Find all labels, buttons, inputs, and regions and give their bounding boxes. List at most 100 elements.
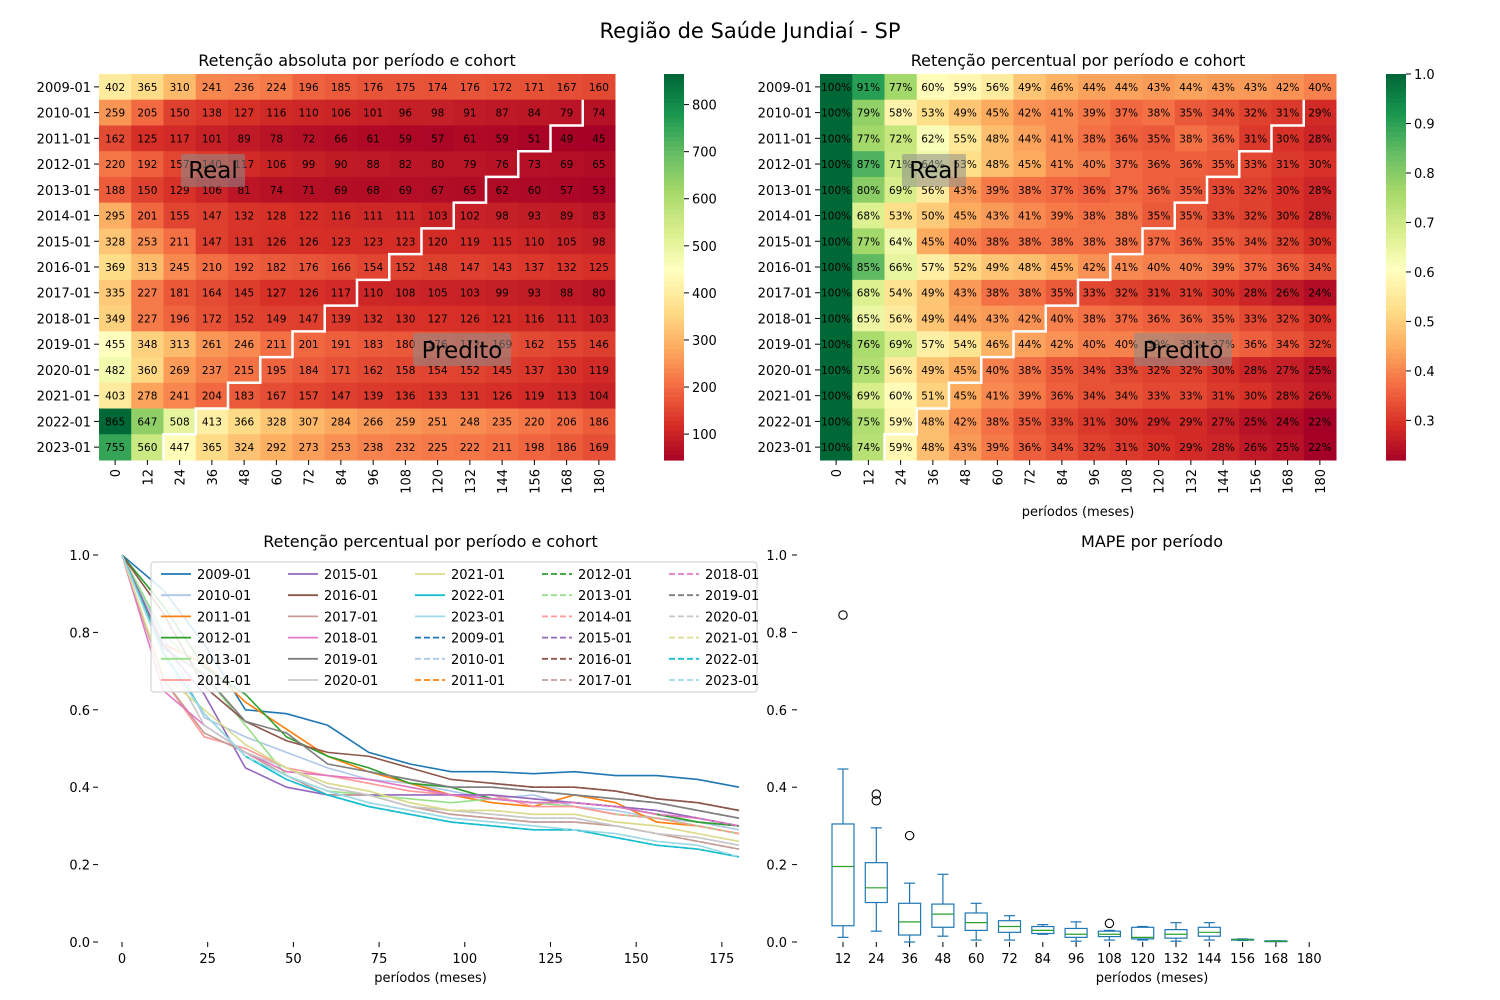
heatmap-absolute-cell	[582, 125, 616, 152]
heatmap-percent-cell	[1110, 434, 1143, 461]
heatmap-absolute-cell	[260, 382, 293, 410]
heatmap-percent-cell	[1110, 305, 1143, 332]
heatmap-absolute-cell	[518, 228, 551, 255]
box-chart-title: MAPE por período	[1081, 532, 1223, 551]
box-outlier	[904, 830, 915, 841]
heatmap-percent-cell-label: 29%	[1179, 416, 1202, 428]
heatmap-percent-colorbar-segment	[1386, 238, 1406, 244]
heatmap-absolute-colorbar-segment	[664, 310, 684, 316]
heatmap-absolute-cell	[228, 74, 261, 101]
heatmap-absolute-cell	[518, 408, 551, 435]
heatmap-absolute-cell	[163, 382, 197, 410]
heatmap-absolute-cell-label: 171	[524, 82, 544, 94]
heatmap-percent-colorbar-segment	[1386, 223, 1406, 229]
heatmap-absolute-cell-label: 102	[460, 211, 480, 223]
heatmap-percent-colorbar-segment	[1386, 242, 1406, 249]
heatmap-absolute-colorbar-segment	[664, 281, 684, 287]
heatmap-percent-cell-label: 62%	[921, 133, 944, 145]
heatmap-percent-cell	[1174, 434, 1208, 461]
heatmap-absolute-cell	[228, 99, 261, 126]
heatmap-percent-cell-label: 44%	[1018, 133, 1041, 145]
heatmap-absolute-cell	[99, 357, 132, 384]
heatmap-absolute-cell	[453, 382, 487, 410]
box-chart-x-tick-label: 60	[968, 952, 985, 967]
heatmap-percent-colorbar-segment	[1386, 180, 1406, 186]
heatmap-percent-colorbar-segment	[1386, 445, 1406, 451]
heatmap-percent-title: Retenção percentual por período e cohort	[911, 51, 1245, 70]
heatmap-percent-cell	[884, 125, 918, 152]
heatmap-percent-colorbar-segment	[1386, 146, 1406, 152]
line-series	[327, 786, 740, 847]
box-chart-x-tick-label: 36	[901, 952, 918, 967]
heatmap-percent-cell-label: 36%	[1179, 159, 1202, 171]
heatmap-percent-cell	[1078, 305, 1111, 332]
heatmap-absolute-cell	[292, 279, 326, 307]
heatmap-absolute-cell-label: 164	[202, 288, 222, 300]
heatmap-absolute-cell	[518, 434, 551, 461]
heatmap-absolute-cell-label: 186	[557, 442, 577, 454]
heatmap-percent-cell-label: 28%	[1244, 288, 1267, 300]
heatmap-absolute-cell-label: 99	[495, 288, 508, 300]
heatmap-absolute-cell-label: 57	[431, 133, 444, 145]
heatmap-percent-cell-label: 30%	[1147, 442, 1170, 454]
heatmap-absolute-cell-label: 188	[105, 185, 125, 197]
heatmap-absolute-colorbar-segment	[664, 131, 684, 138]
heatmap-absolute-cell	[292, 382, 326, 410]
heatmap-absolute-x-tick-label: 120	[432, 469, 447, 494]
heatmap-percent-cell	[1271, 176, 1305, 204]
heatmap-absolute-cell-label: 162	[105, 133, 125, 145]
heatmap-absolute-cell-label: 176	[299, 262, 319, 274]
heatmap-absolute-colorbar-segment	[664, 329, 684, 336]
box-chart-y-tick-label: 0.0	[766, 936, 787, 951]
heatmap-percent-y-tick-label: 2014-01	[758, 210, 812, 225]
heatmap-absolute-cell-label: 348	[137, 339, 157, 351]
heatmap-absolute-colorbar-segment	[664, 295, 684, 302]
heatmap-percent-cell-label: 31%	[1276, 159, 1299, 171]
heatmap-absolute-cell	[486, 228, 519, 255]
heatmap-percent-cell-label: 100%	[821, 82, 851, 94]
heatmap-absolute-cell-label: 101	[202, 133, 222, 145]
heatmap-absolute-colorbar-tick-label: 800	[692, 99, 717, 114]
heatmap-percent-cell-label: 44%	[1082, 82, 1105, 94]
heatmap-absolute-cell-label: 98	[431, 108, 444, 120]
heatmap-percent-colorbar-segment	[1386, 122, 1406, 128]
heatmap-absolute-cell-label: 119	[589, 365, 609, 377]
heatmap-percent-cell-label: 43%	[986, 211, 1009, 223]
heatmap-absolute-cell-label: 123	[331, 236, 351, 248]
heatmap-percent-cell-label: 59%	[953, 82, 976, 94]
line-chart-y-tick-label: 0.0	[69, 936, 90, 951]
heatmap-absolute-cell-label: 241	[170, 391, 190, 403]
heatmap-percent-cell-label: 30%	[1276, 133, 1299, 145]
heatmap-percent-cell	[1013, 279, 1047, 307]
heatmap-absolute-cell-label: 369	[105, 262, 125, 274]
legend-label: 2009-01	[451, 632, 505, 647]
heatmap-percent-cell	[1271, 434, 1305, 461]
heatmap-absolute-cell-label: 80	[431, 159, 444, 171]
heatmap-absolute-cell-label: 211	[170, 236, 190, 248]
heatmap-absolute-cell	[99, 228, 132, 255]
heatmap-percent-cell-label: 31%	[1147, 288, 1170, 300]
heatmap-absolute-cell-label: 105	[557, 236, 577, 248]
heatmap-percent-cell	[1239, 279, 1272, 307]
heatmap-percent-colorbar-segment	[1386, 353, 1406, 360]
heatmap-percent-cell-label: 31%	[1115, 442, 1138, 454]
heatmap-percent-cell	[852, 228, 885, 255]
heatmap-percent-real-label: Real	[909, 158, 959, 184]
heatmap-absolute-cell-label: 116	[266, 108, 286, 120]
heatmap-absolute-cell-label: 261	[202, 339, 222, 351]
heatmap-percent-cell	[1239, 382, 1272, 410]
heatmap-percent-cell	[1303, 228, 1337, 255]
heatmap-percent-cell	[949, 434, 982, 461]
heatmap-absolute-cell	[195, 279, 229, 307]
heatmap-percent-cell	[820, 151, 853, 178]
box-chart-x-tick-label: 84	[1035, 952, 1052, 967]
heatmap-absolute-cell-label: 132	[557, 262, 577, 274]
heatmap-percent-cell-label: 33%	[1244, 159, 1267, 171]
heatmap-percent-y-tick-label: 2022-01	[758, 415, 812, 430]
heatmap-absolute-predicted-label: Predito	[422, 338, 503, 364]
heatmap-absolute-cell	[486, 151, 519, 178]
heatmap-absolute-cell-label: 116	[524, 313, 544, 325]
heatmap-percent-cell-label: 48%	[1018, 262, 1041, 274]
heatmap-percent-cell-label: 38%	[1082, 236, 1105, 248]
heatmap-absolute-cell	[421, 254, 455, 281]
